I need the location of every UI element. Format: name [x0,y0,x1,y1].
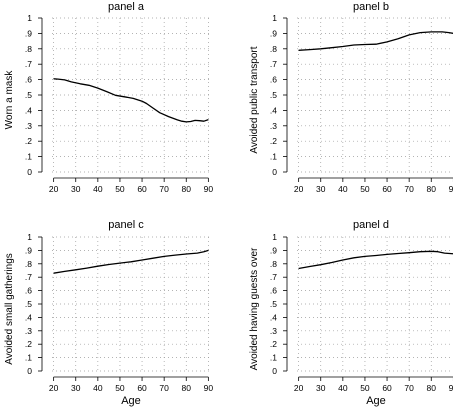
x-tick-label: 80 [427,184,437,194]
x-tick-label: 70 [159,383,169,393]
x-axis-label: Age [366,395,386,407]
y-tick-label: .7 [25,59,32,69]
x-tick-label: 30 [71,383,81,393]
x-tick-label: 30 [71,184,81,194]
x-tick-label: 30 [316,383,326,393]
y-tick-label: 0 [27,366,32,376]
x-tick-label: 60 [137,184,147,194]
y-tick-label: .2 [25,136,32,146]
x-tick-label: 90 [204,184,214,194]
panel-title: panel a [108,1,145,13]
y-tick-label: .9 [25,245,32,255]
x-tick-label: 20 [49,383,59,393]
y-axis-label: Avoided small gatherings [4,253,15,365]
y-tick-label: .3 [270,121,277,131]
panel-a: panel a 0 .1 .2 .3 .4 .5 .6 .7 .8 .9 1 20 30 40 50 60 70 8… [4,1,213,194]
y-tick-label: .1 [25,353,32,363]
x-tick-label: 40 [338,184,348,194]
panel-title: panel b [353,1,389,13]
y-tick-label: .4 [270,105,277,115]
y-tick-label: .1 [270,353,277,363]
series-line [53,249,209,274]
x-tick-label: 60 [137,383,147,393]
x-tick-label: 50 [115,383,125,393]
y-tick-label: .2 [25,339,32,349]
y-tick-label: .7 [25,272,32,282]
y-axis-label: Avoided having guests over [249,247,260,370]
series-line [298,31,453,51]
x-tick-label: 80 [182,383,192,393]
y-tick-label: .8 [25,259,32,269]
y-tick-label: .5 [25,299,32,309]
y-tick-label: .1 [25,152,32,162]
y-tick-label: .9 [270,245,277,255]
panel-b: panel b 0 .1 .2 .3 .4 .5 .6 .7 .8 .9 1 20 30 40 50 60 70 8… [249,1,453,194]
y-tick-label: .6 [270,286,277,296]
y-tick-label: 0 [27,167,32,177]
y-tick-label: 0 [272,366,277,376]
y-tick-label: .3 [270,326,277,336]
y-tick-label: .6 [25,286,32,296]
y-tick-label: .8 [270,44,277,54]
panel-d: panel d 0 .1 .2 .3 .4 .5 .6 .7 .8 .9 1 20 30 40 50 60 70 8… [249,219,453,407]
x-tick-label: 60 [382,383,392,393]
series-line [53,78,209,123]
x-tick-label: 30 [316,184,326,194]
x-tick-label: 90 [204,383,214,393]
y-tick-label: .7 [270,272,277,282]
y-tick-label: .7 [270,59,277,69]
y-tick-label: .8 [25,44,32,54]
y-tick-label: 1 [272,13,277,23]
y-axis-label: Worn a mask [4,70,15,130]
x-tick-label: 60 [382,184,392,194]
y-tick-label: .9 [25,28,32,38]
y-tick-label: .2 [270,136,277,146]
y-tick-label: .6 [270,75,277,85]
y-tick-label: .2 [270,339,277,349]
x-tick-label: 40 [93,383,103,393]
y-axis-label: Avoided public transport [249,46,260,153]
y-tick-label: .8 [270,259,277,269]
panel-title: panel c [108,219,144,231]
x-tick-label: 50 [360,383,370,393]
x-tick-label: 90 [449,184,453,194]
panel-title: panel d [353,219,389,231]
y-tick-label: .1 [270,152,277,162]
x-tick-label: 80 [182,184,192,194]
y-tick-label: .3 [25,121,32,131]
y-tick-label: .5 [270,90,277,100]
y-tick-label: .6 [25,75,32,85]
y-tick-label: .4 [25,105,32,115]
y-tick-label: 0 [272,167,277,177]
x-tick-label: 80 [427,383,437,393]
x-axis-label: Age [121,395,141,407]
y-tick-label: .4 [270,312,277,322]
y-tick-label: .4 [25,312,32,322]
x-tick-label: 20 [294,184,304,194]
panel-c: panel c 0 .1 .2 .3 .4 .5 .6 .7 .8 .9 1 20 30 40 50 60 70 8… [4,219,213,407]
y-tick-label: .9 [270,28,277,38]
x-tick-label: 70 [404,383,414,393]
y-tick-label: .3 [25,326,32,336]
x-tick-label: 70 [404,184,414,194]
y-tick-label: 1 [272,232,277,242]
x-tick-label: 50 [360,184,370,194]
x-tick-label: 20 [294,383,304,393]
x-tick-label: 20 [49,184,59,194]
x-tick-label: 40 [93,184,103,194]
y-tick-label: 1 [27,232,32,242]
y-tick-label: 1 [27,13,32,23]
y-tick-label: .5 [270,299,277,309]
x-tick-label: 40 [338,383,348,393]
series-line [298,250,453,270]
x-tick-label: 50 [115,184,125,194]
y-tick-label: .5 [25,90,32,100]
x-tick-label: 90 [449,383,453,393]
x-tick-label: 70 [159,184,169,194]
